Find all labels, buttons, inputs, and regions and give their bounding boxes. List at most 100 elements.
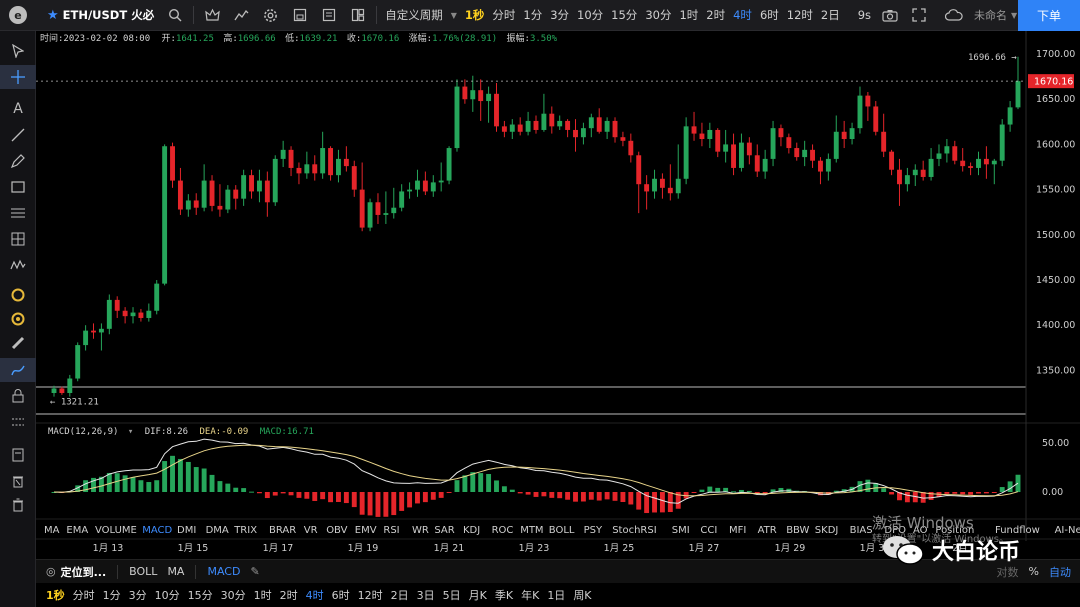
indicator-tab-trix[interactable]: TRIX xyxy=(233,525,257,536)
period-7[interactable]: 1时 xyxy=(253,589,272,602)
edit-icon[interactable]: ✎ xyxy=(250,565,260,578)
timeframe-0[interactable]: 1秒 xyxy=(464,8,485,22)
indicator-tab-mtm[interactable]: MTM xyxy=(520,525,543,536)
trash-icon[interactable] xyxy=(0,493,36,517)
drawing-mode-icon[interactable] xyxy=(0,358,36,382)
timeframe-5[interactable]: 15分 xyxy=(611,8,638,22)
locate-to-button[interactable]: 定位到... xyxy=(60,565,107,579)
indicator-tab-ai-netvol[interactable]: AI-NetVOL xyxy=(1055,525,1080,536)
clear-drawings-icon[interactable] xyxy=(0,469,36,493)
strong-magnet-icon[interactable] xyxy=(0,307,36,331)
pen-tool-icon[interactable] xyxy=(0,149,36,173)
auto-scale-toggle[interactable]: 自动 xyxy=(1049,565,1071,579)
timeframe-9[interactable]: 4时 xyxy=(733,8,752,22)
indicator-tab-roc[interactable]: ROC xyxy=(492,525,514,536)
symbol-title[interactable]: ETH/USDT 火必 xyxy=(62,8,155,22)
locate-icon[interactable]: ◎ xyxy=(46,565,56,578)
timeframe-8[interactable]: 2时 xyxy=(706,8,726,22)
indicator-tab-obv[interactable]: OBV xyxy=(326,525,347,536)
rectangle-tool-icon[interactable] xyxy=(0,175,36,199)
timeframe-11[interactable]: 12时 xyxy=(786,8,813,22)
period-1[interactable]: 分时 xyxy=(72,589,95,602)
indicator-tab-wr[interactable]: WR xyxy=(412,525,429,536)
crosshair-icon[interactable] xyxy=(0,65,36,89)
camera-icon[interactable] xyxy=(875,0,904,31)
ruler-icon[interactable] xyxy=(0,331,36,355)
indicator-tab-dpo[interactable]: DPO xyxy=(884,525,906,536)
timeframe-2[interactable]: 1分 xyxy=(523,8,543,22)
indicator-tab-psy[interactable]: PSY xyxy=(584,525,603,536)
cursor-arrow-icon[interactable] xyxy=(0,39,36,63)
period-13[interactable]: 3日 xyxy=(416,589,435,602)
indicator-tab-bias[interactable]: BIAS xyxy=(850,525,873,536)
indicator-tab-volume[interactable]: VOLUME xyxy=(95,525,137,536)
period-9[interactable]: 4时 xyxy=(305,589,324,602)
period-14[interactable]: 5日 xyxy=(442,589,461,602)
indicator-tab-sar[interactable]: SAR xyxy=(434,525,454,536)
period-4[interactable]: 10分 xyxy=(154,589,180,602)
period-3[interactable]: 3分 xyxy=(128,589,147,602)
indicator-tab-vr[interactable]: VR xyxy=(304,525,318,536)
indicator-tab-ema[interactable]: EMA xyxy=(66,525,88,536)
indicator-tab-rsi[interactable]: RSI xyxy=(383,525,399,536)
timeframe-6[interactable]: 30分 xyxy=(645,8,672,22)
period-17[interactable]: 年K xyxy=(521,589,540,602)
indicator-tab-macd[interactable]: MACD xyxy=(142,525,172,536)
fullscreen-icon[interactable] xyxy=(904,0,933,31)
indicator-tab-smi[interactable]: SMI xyxy=(672,525,690,536)
place-order-button[interactable]: 下单 xyxy=(1018,0,1080,31)
period-5[interactable]: 15分 xyxy=(187,589,213,602)
layout-name[interactable]: 未命名 xyxy=(974,9,1008,22)
indicator-tab-ma[interactable]: MA xyxy=(44,525,60,536)
timeframe-1[interactable]: 分时 xyxy=(492,8,516,22)
template-icon[interactable] xyxy=(314,0,343,31)
save-image-icon[interactable] xyxy=(285,0,314,31)
timeframe-10[interactable]: 6时 xyxy=(759,8,779,22)
layout-grid-icon[interactable] xyxy=(343,0,372,31)
price-chart[interactable]: 时间:2023-02-02 08:00 开:1641.25 高: 1696.66 … xyxy=(36,31,1080,559)
settings-gear-icon[interactable] xyxy=(256,0,285,31)
object-tree-icon[interactable] xyxy=(0,443,36,467)
indicator-tab-emv[interactable]: EMV xyxy=(355,525,377,536)
indicator-tab-ao[interactable]: AO xyxy=(913,525,928,536)
wave-pattern-icon[interactable] xyxy=(0,253,36,277)
indicator-tab-dma[interactable]: DMA xyxy=(206,525,229,536)
chevron-down-icon[interactable]: ▼ xyxy=(1011,10,1018,20)
timeframe-4[interactable]: 10分 xyxy=(577,8,604,22)
percent-toggle[interactable]: % xyxy=(1028,565,1039,578)
lock-icon[interactable] xyxy=(0,384,36,408)
indicator-tab-dmi[interactable]: DMI xyxy=(177,525,196,536)
ma-toggle[interactable]: MA xyxy=(167,565,185,578)
visibility-toggle-icon[interactable] xyxy=(0,410,36,434)
indicator-tab-boll[interactable]: BOLL xyxy=(549,525,575,536)
interval-9s[interactable]: 9s xyxy=(857,8,872,22)
period-8[interactable]: 2时 xyxy=(279,589,298,602)
period-15[interactable]: 月K xyxy=(468,589,487,602)
watchlist-crown-icon[interactable] xyxy=(198,0,227,31)
indicator-tab-fundflow[interactable]: Fundflow xyxy=(995,525,1040,536)
indicator-tab-brar[interactable]: BRAR xyxy=(269,525,296,536)
period-6[interactable]: 30分 xyxy=(220,589,246,602)
favorite-star-icon[interactable]: ★ xyxy=(47,7,59,23)
magnet-icon[interactable] xyxy=(0,283,36,307)
indicator-tab-kdj[interactable]: KDJ xyxy=(463,525,480,536)
chart-type-icon[interactable] xyxy=(227,0,256,31)
indicator-tab-cci[interactable]: CCI xyxy=(700,525,717,536)
cloud-icon[interactable] xyxy=(939,0,968,31)
period-0[interactable]: 1秒 xyxy=(46,589,65,602)
search-icon[interactable] xyxy=(160,0,189,31)
boll-toggle[interactable]: BOLL xyxy=(129,565,158,578)
timeframe-12[interactable]: 2日 xyxy=(820,8,840,22)
indicator-tab-bbw[interactable]: BBW xyxy=(786,525,809,536)
period-11[interactable]: 12时 xyxy=(357,589,383,602)
text-tool-icon[interactable]: A xyxy=(13,101,23,117)
period-16[interactable]: 季K xyxy=(494,589,514,602)
indicator-tab-mfi[interactable]: MFI xyxy=(729,525,746,536)
indicator-tab-position[interactable]: Position xyxy=(935,525,974,536)
timeframe-7[interactable]: 1时 xyxy=(679,8,699,22)
chevron-down-icon[interactable]: ▼ xyxy=(450,10,457,20)
period-10[interactable]: 6时 xyxy=(331,589,350,602)
period-12[interactable]: 2日 xyxy=(390,589,409,602)
period-19[interactable]: 周K xyxy=(573,589,592,602)
log-scale-toggle[interactable]: 对数 xyxy=(996,565,1019,579)
